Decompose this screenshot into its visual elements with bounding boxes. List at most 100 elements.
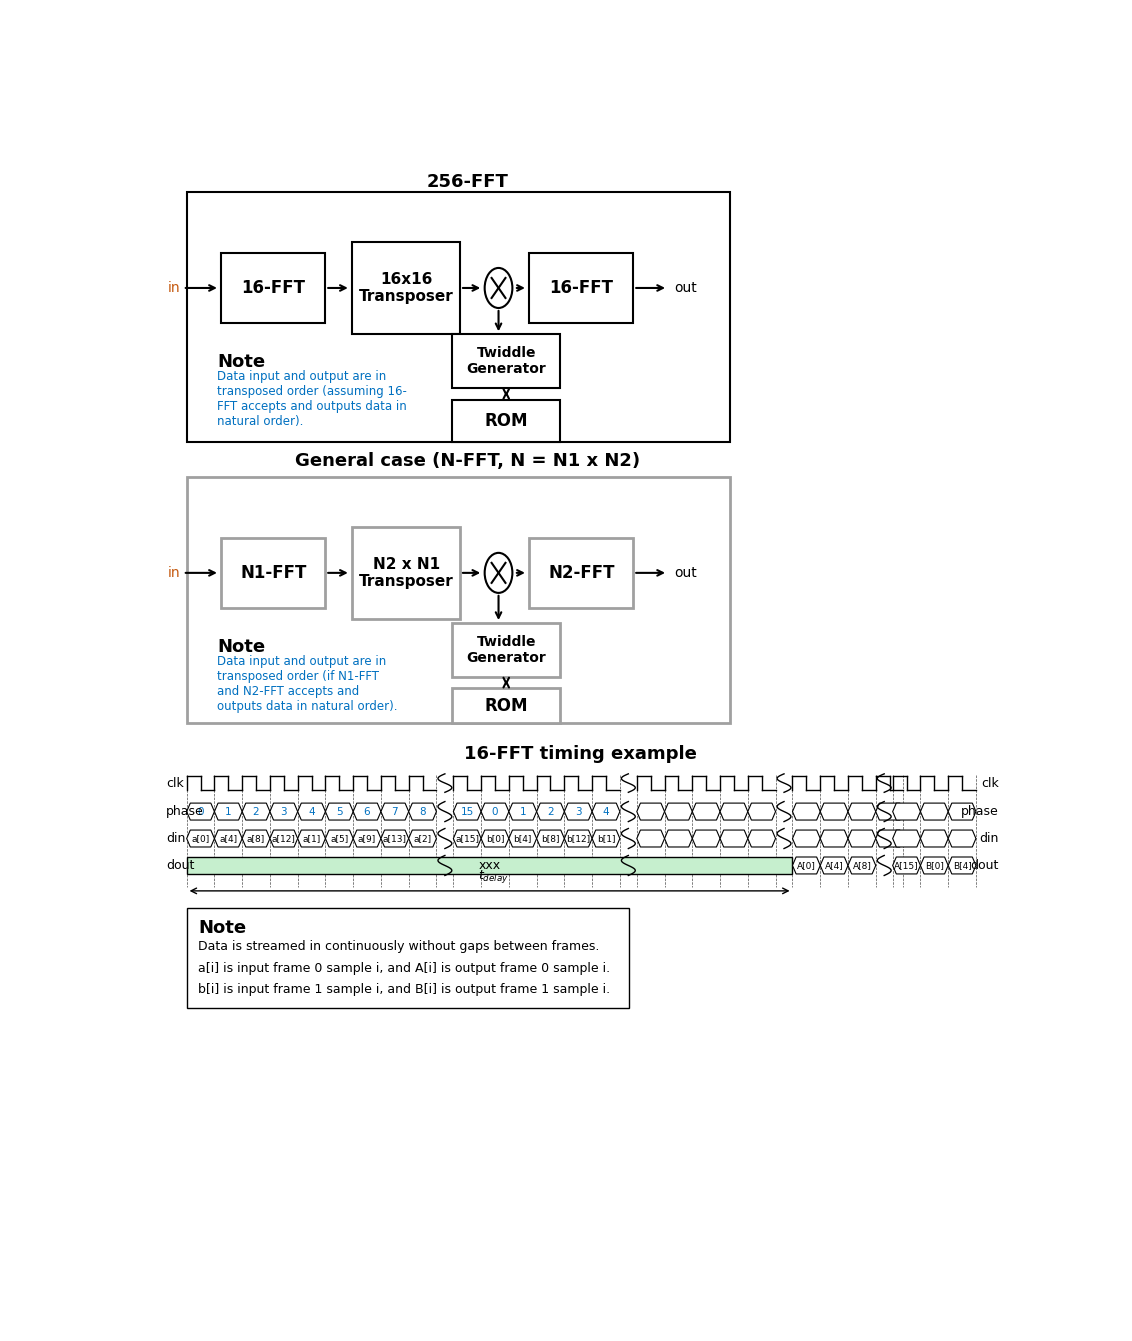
Polygon shape [876,830,903,848]
Text: 1: 1 [520,806,526,817]
Bar [222,538,325,607]
Polygon shape [353,830,381,848]
Text: a[i] is input frame 0 sample i, and A[i] is output frame 0 sample i.: a[i] is input frame 0 sample i, and A[i]… [198,961,610,975]
Text: 5: 5 [336,806,343,817]
Polygon shape [565,803,592,821]
Text: General case (N-FFT, N = N1 x N2): General case (N-FFT, N = N1 x N2) [295,452,641,471]
Polygon shape [242,830,269,848]
Polygon shape [325,830,353,848]
Polygon shape [298,803,325,821]
Text: 6: 6 [363,806,370,817]
Polygon shape [720,830,748,848]
Text: phase: phase [961,805,1000,818]
Text: N2-FFT: N2-FFT [548,563,615,582]
Polygon shape [325,803,353,821]
Bar [352,527,460,620]
Polygon shape [409,803,437,821]
Text: b[12]: b[12] [566,834,590,843]
Text: a[2]: a[2] [413,834,431,843]
Text: 4: 4 [602,806,609,817]
Polygon shape [720,803,748,821]
Polygon shape [876,803,903,821]
Polygon shape [848,857,876,874]
Text: a[13]: a[13] [383,834,406,843]
Polygon shape [187,830,214,848]
Text: 0: 0 [491,806,498,817]
Polygon shape [693,830,720,848]
Polygon shape [637,803,664,821]
Text: 2: 2 [547,806,554,817]
Polygon shape [893,803,920,821]
Polygon shape [353,803,381,821]
Bar [453,334,560,388]
Polygon shape [565,830,592,848]
Polygon shape [269,830,298,848]
Text: B[4]: B[4] [953,861,971,870]
Polygon shape [409,830,437,848]
Bar [187,192,729,443]
Polygon shape [537,803,565,821]
Polygon shape [214,803,242,821]
Text: a[0]: a[0] [191,834,209,843]
Text: in: in [168,282,180,295]
Text: 16-FFT: 16-FFT [549,279,614,296]
Polygon shape [693,803,720,821]
Text: in: in [168,566,180,579]
Polygon shape [664,830,693,848]
Text: A[15]: A[15] [894,861,919,870]
Polygon shape [920,830,949,848]
Text: b[1]: b[1] [597,834,615,843]
Text: din: din [166,831,186,845]
Text: a[8]: a[8] [247,834,265,843]
Text: A[4]: A[4] [825,861,843,870]
Text: b[8]: b[8] [541,834,559,843]
Bar [453,688,560,723]
Text: Data input and output are in
transposed order (assuming 16-
FFT accepts and outp: Data input and output are in transposed … [217,370,408,428]
Bar [187,476,729,723]
Text: 2: 2 [252,806,259,817]
Bar [187,857,792,874]
Polygon shape [454,830,481,848]
Text: Data is streamed in continuously without gaps between frames.: Data is streamed in continuously without… [198,940,600,953]
Text: 3: 3 [575,806,582,817]
Text: ROM: ROM [484,412,528,430]
Text: Twiddle
Generator: Twiddle Generator [466,346,546,377]
Text: out: out [674,282,697,295]
Polygon shape [537,830,565,848]
Polygon shape [821,803,848,821]
Polygon shape [637,830,664,848]
Text: 3: 3 [281,806,288,817]
Polygon shape [949,803,976,821]
Polygon shape [848,830,876,848]
Text: b[0]: b[0] [486,834,504,843]
Text: 16-FFT: 16-FFT [241,279,306,296]
Text: 15: 15 [461,806,474,817]
Text: 7: 7 [392,806,398,817]
Text: N2 x N1
Transposer: N2 x N1 Transposer [359,557,454,589]
Text: a[4]: a[4] [220,834,238,843]
Ellipse shape [484,552,513,593]
Polygon shape [298,830,325,848]
Bar [222,253,325,323]
Polygon shape [381,830,409,848]
Text: Note: Note [217,354,266,371]
Text: A[8]: A[8] [852,861,872,870]
Text: 0: 0 [197,806,204,817]
Text: Note: Note [217,638,266,656]
Text: A[0]: A[0] [797,861,816,870]
Text: a[9]: a[9] [358,834,376,843]
Polygon shape [664,803,693,821]
Text: 256-FFT: 256-FFT [427,173,508,192]
Polygon shape [792,857,821,874]
Polygon shape [792,803,821,821]
Polygon shape [242,803,269,821]
Polygon shape [920,803,949,821]
Text: dout: dout [166,860,195,872]
Polygon shape [821,830,848,848]
Polygon shape [949,857,976,874]
Text: B[0]: B[0] [925,861,944,870]
Text: clk: clk [166,776,183,790]
Text: a[15]: a[15] [455,834,479,843]
Polygon shape [592,830,620,848]
Polygon shape [481,803,509,821]
